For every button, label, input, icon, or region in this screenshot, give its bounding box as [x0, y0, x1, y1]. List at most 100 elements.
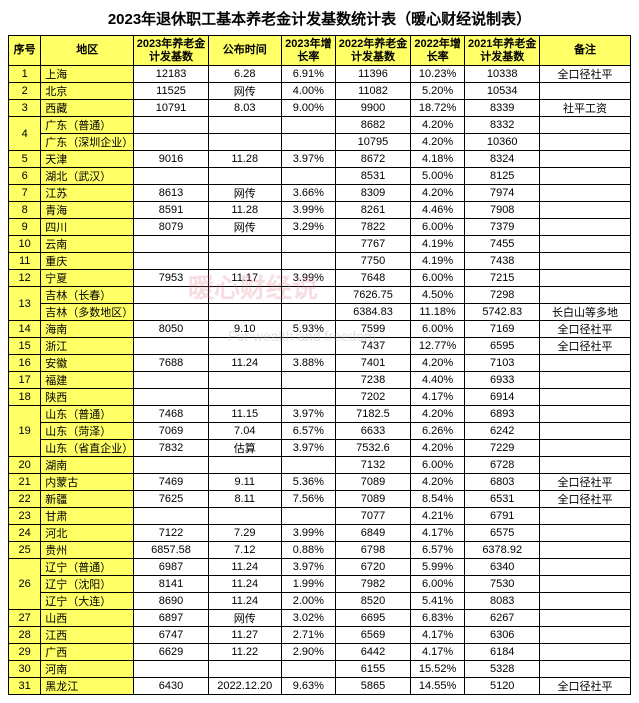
data-cell: 12183	[134, 66, 209, 83]
data-cell: 6914	[465, 389, 540, 406]
data-cell: 8591	[134, 202, 209, 219]
data-cell: 7982	[336, 576, 411, 593]
data-cell: 8682	[336, 117, 411, 134]
region-cell: 湖南	[41, 457, 134, 474]
region-cell: 江苏	[41, 185, 134, 202]
table-row: 7江苏8613网传3.66%83094.20%7974	[9, 185, 631, 202]
data-cell: 3.29%	[281, 219, 336, 236]
data-cell: 7626.75	[336, 287, 411, 304]
table-row: 29广西662911.222.90%64424.17%6184	[9, 644, 631, 661]
data-cell: 7122	[134, 525, 209, 542]
data-cell: 11.18%	[410, 304, 465, 321]
data-cell: 网传	[208, 219, 281, 236]
data-cell: 8672	[336, 151, 411, 168]
seq-cell: 30	[9, 661, 41, 678]
data-cell: 9.10	[208, 321, 281, 338]
data-cell: 7132	[336, 457, 411, 474]
data-cell: 6.00%	[410, 219, 465, 236]
seq-cell: 25	[9, 542, 41, 559]
seq-cell: 21	[9, 474, 41, 491]
data-cell: 11.27	[208, 627, 281, 644]
data-cell	[208, 661, 281, 678]
data-cell: 长白山等多地	[540, 304, 631, 321]
table-row: 4广东（普通）86824.20%8332	[9, 117, 631, 134]
data-cell	[540, 457, 631, 474]
data-cell	[540, 593, 631, 610]
data-cell: 11.24	[208, 355, 281, 372]
data-cell	[208, 253, 281, 270]
data-cell	[540, 117, 631, 134]
data-cell: 18.72%	[410, 100, 465, 117]
data-cell: 网传	[208, 185, 281, 202]
data-cell: 10534	[465, 83, 540, 100]
data-cell	[208, 372, 281, 389]
data-cell: 7077	[336, 508, 411, 525]
seq-cell: 8	[9, 202, 41, 219]
data-cell: 14.55%	[410, 678, 465, 695]
data-cell: 4.17%	[410, 644, 465, 661]
data-cell: 6633	[336, 423, 411, 440]
data-cell	[540, 202, 631, 219]
data-cell	[540, 134, 631, 151]
data-cell: 7648	[336, 270, 411, 287]
data-cell	[281, 508, 336, 525]
table-row: 11重庆77504.19%7438	[9, 253, 631, 270]
table-row: 3西藏107918.039.00%990018.72%8339社平工资	[9, 100, 631, 117]
seq-cell: 10	[9, 236, 41, 253]
data-cell	[540, 389, 631, 406]
table-row: 22新疆76258.117.56%70898.54%6531全口径社平	[9, 491, 631, 508]
data-cell	[540, 372, 631, 389]
table-row: 14海南80509.105.93%75996.00%7169全口径社平	[9, 321, 631, 338]
data-cell: 6.28	[208, 66, 281, 83]
seq-cell: 12	[9, 270, 41, 287]
data-cell: 11525	[134, 83, 209, 100]
data-cell	[134, 134, 209, 151]
data-cell	[540, 287, 631, 304]
data-cell	[281, 168, 336, 185]
data-cell: 11.17	[208, 270, 281, 287]
data-cell: 6.00%	[410, 321, 465, 338]
data-cell	[134, 457, 209, 474]
data-cell	[540, 270, 631, 287]
seq-cell: 13	[9, 287, 41, 321]
data-cell: 6893	[465, 406, 540, 423]
region-cell: 辽宁（沈阳）	[41, 576, 134, 593]
region-cell: 河南	[41, 661, 134, 678]
region-cell: 福建	[41, 372, 134, 389]
data-cell	[540, 644, 631, 661]
data-cell: 8339	[465, 100, 540, 117]
data-cell: 4.17%	[410, 627, 465, 644]
data-cell	[540, 542, 631, 559]
data-cell: 5.99%	[410, 559, 465, 576]
data-cell: 7822	[336, 219, 411, 236]
data-cell: 8332	[465, 117, 540, 134]
data-cell	[134, 508, 209, 525]
col-header: 序号	[9, 36, 41, 66]
table-row: 13吉林（长春）7626.754.50%7298	[9, 287, 631, 304]
region-cell: 山东（菏泽）	[41, 423, 134, 440]
table-row: 9四川8079网传3.29%78226.00%7379	[9, 219, 631, 236]
data-cell: 8.11	[208, 491, 281, 508]
data-cell	[134, 389, 209, 406]
data-cell: 3.97%	[281, 151, 336, 168]
data-cell: 7215	[465, 270, 540, 287]
data-cell: 8520	[336, 593, 411, 610]
data-cell: 11.28	[208, 202, 281, 219]
data-cell: 4.20%	[410, 474, 465, 491]
data-cell: 6.00%	[410, 576, 465, 593]
table-row: 12宁夏795311.173.99%76486.00%7215	[9, 270, 631, 287]
data-cell	[540, 610, 631, 627]
data-cell	[281, 236, 336, 253]
seq-cell: 14	[9, 321, 41, 338]
data-cell: 全口径社平	[540, 66, 631, 83]
data-cell: 3.97%	[281, 406, 336, 423]
data-cell	[208, 236, 281, 253]
table-row: 5天津901611.283.97%86724.18%8324	[9, 151, 631, 168]
seq-cell: 11	[9, 253, 41, 270]
data-cell: 8141	[134, 576, 209, 593]
region-cell: 上海	[41, 66, 134, 83]
data-cell: 4.18%	[410, 151, 465, 168]
data-cell: 5120	[465, 678, 540, 695]
data-cell: 6531	[465, 491, 540, 508]
data-cell: 8050	[134, 321, 209, 338]
